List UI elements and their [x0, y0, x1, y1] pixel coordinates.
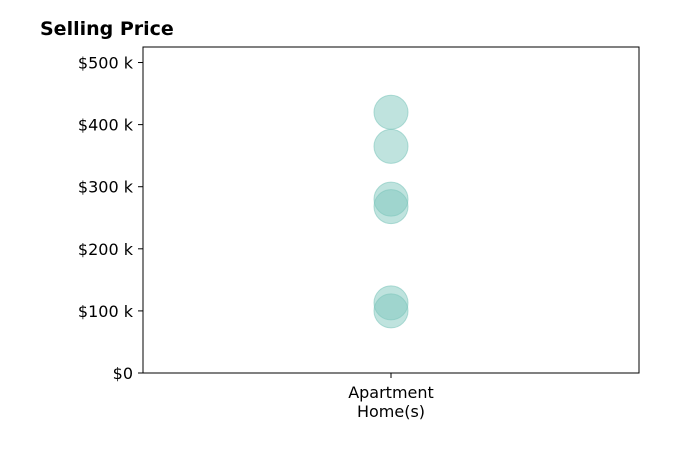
x-tick-label-line: Home(s) [357, 402, 425, 421]
y-tick-label: $200 k [78, 240, 134, 259]
x-tick-label-line: Apartment [348, 383, 434, 402]
data-point [373, 128, 409, 164]
data-point [373, 293, 409, 329]
y-tick-label: $300 k [78, 178, 134, 197]
data-points [373, 94, 409, 329]
y-tick-label: $400 k [78, 116, 134, 135]
x-axis: Apartment Home(s) [348, 373, 434, 421]
y-tick-label: $100 k [78, 302, 134, 321]
x-tick-label: Apartment Home(s) [348, 383, 434, 421]
data-point [373, 94, 409, 130]
data-point [373, 189, 409, 225]
chart-title: Selling Price [40, 18, 174, 40]
y-tick-label: $0 [113, 364, 133, 383]
y-axis: $0 $100 k $200 k $300 k $400 k $500 k [78, 54, 143, 383]
y-tick-label: $500 k [78, 54, 134, 73]
